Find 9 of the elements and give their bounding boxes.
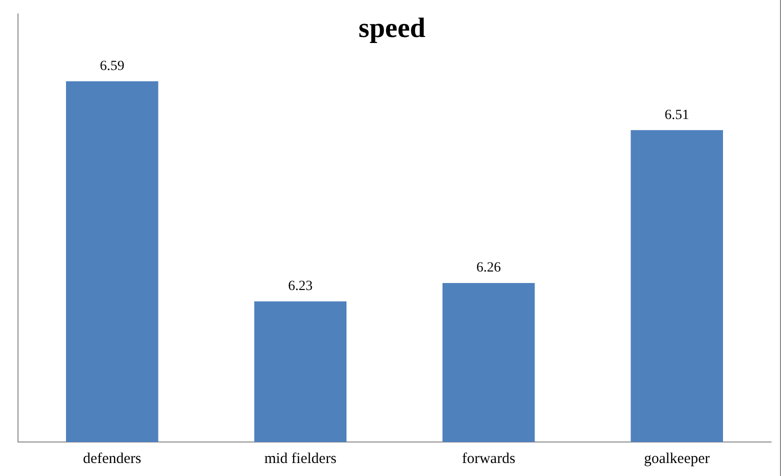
data-label: 6.23 [288, 279, 313, 294]
x-tick-label: forwards [462, 450, 516, 467]
data-label: 6.51 [664, 108, 690, 123]
data-label: 6.59 [100, 58, 124, 74]
x-tick-label: mid fielders [264, 450, 337, 467]
x-tick-label: goalkeeper [644, 450, 710, 467]
x-tick-label: defenders [82, 450, 142, 467]
chart-title: speed [358, 13, 426, 44]
data-label: 6.26 [476, 260, 501, 276]
